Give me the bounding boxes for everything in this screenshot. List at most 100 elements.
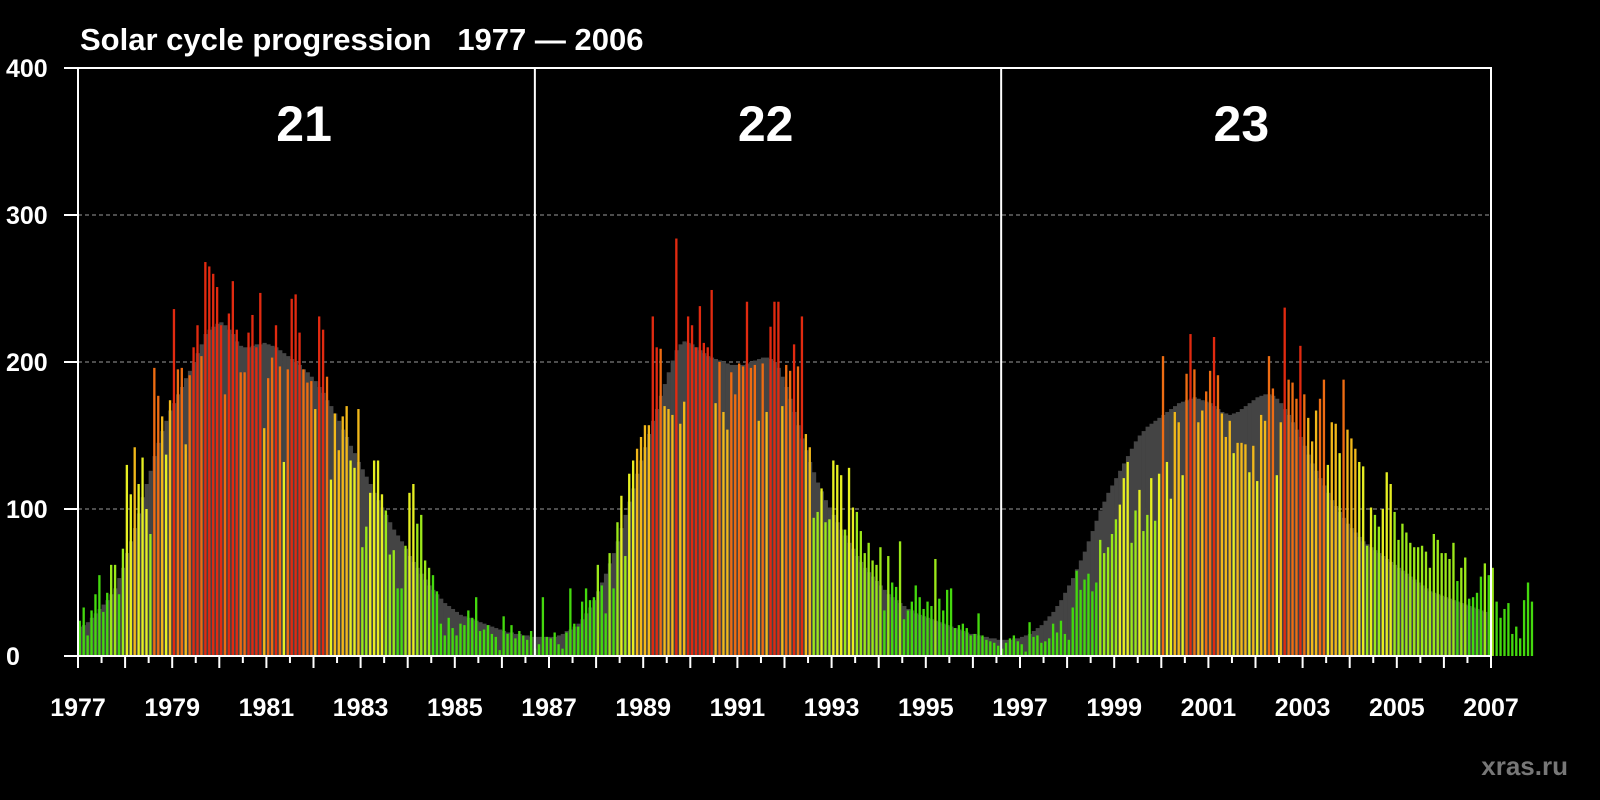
monthly-bar (506, 633, 509, 656)
monthly-bar (1208, 370, 1212, 656)
monthly-bar (1295, 398, 1298, 656)
monthly-bar (1189, 334, 1192, 656)
monthly-bar (840, 475, 843, 656)
monthly-bar (1413, 547, 1416, 656)
monthly-bar (1342, 379, 1345, 656)
monthly-bar (1126, 461, 1129, 656)
monthly-bar (934, 558, 937, 656)
monthly-bar (1330, 422, 1333, 656)
y-tick-label: 400 (6, 55, 48, 83)
monthly-bar (345, 406, 348, 656)
monthly-bar (294, 294, 297, 656)
monthly-bar (718, 362, 721, 656)
monthly-bar (247, 332, 250, 656)
monthly-bar (867, 542, 870, 656)
smoothed-bar (560, 633, 565, 656)
x-tick-label: 2003 (1275, 694, 1331, 722)
monthly-bar (1055, 632, 1059, 656)
monthly-bar (659, 348, 662, 656)
monthly-bar (157, 395, 160, 656)
monthly-bar (270, 357, 274, 656)
monthly-bar (969, 635, 972, 656)
monthly-bar (176, 369, 180, 656)
y-tick-label: 100 (6, 496, 48, 524)
monthly-bar (529, 631, 533, 656)
monthly-bar (1303, 394, 1306, 656)
monthly-bar (318, 316, 321, 656)
monthly-bar (1252, 445, 1255, 656)
x-tick-label: 1993 (804, 694, 860, 722)
monthly-bar (121, 548, 125, 656)
monthly-bar (1220, 413, 1224, 656)
monthly-bar (628, 473, 631, 656)
monthly-bar (761, 363, 764, 656)
monthly-bar (439, 623, 443, 656)
monthly-bar (1248, 472, 1251, 656)
monthly-bar (753, 364, 756, 656)
monthly-bar (773, 301, 776, 656)
monthly-bar (1059, 620, 1063, 656)
monthly-bar (1275, 475, 1279, 656)
monthly-bar (612, 588, 615, 656)
monthly-bar (698, 306, 702, 656)
monthly-bar (180, 367, 183, 656)
monthly-bar (1436, 539, 1439, 656)
monthly-bar (306, 382, 309, 656)
monthly-bar (408, 492, 411, 656)
monthly-bar (796, 366, 800, 656)
monthly-bar (486, 625, 490, 656)
monthly-bar (1409, 542, 1412, 656)
monthly-bar (1095, 582, 1098, 656)
monthly-bar (333, 413, 337, 656)
monthly-bar (1358, 461, 1361, 656)
monthly-bar (781, 406, 784, 656)
monthly-bar (526, 639, 529, 656)
smoothed-bar (1047, 616, 1052, 656)
monthly-bar (945, 589, 949, 656)
monthly-bar (263, 428, 266, 656)
monthly-bar (608, 553, 611, 656)
monthly-bar (588, 600, 592, 656)
monthly-bar (953, 628, 957, 656)
monthly-bar (1530, 601, 1534, 656)
monthly-bar (1326, 464, 1330, 656)
monthly-bar (125, 464, 129, 656)
monthly-bar (522, 635, 525, 656)
monthly-bar (302, 369, 305, 656)
monthly-bar (396, 588, 399, 656)
smoothed-bar (1000, 639, 1005, 656)
monthly-bar (243, 372, 246, 656)
monthly-bar (1416, 547, 1420, 656)
x-tick-label: 2005 (1369, 694, 1425, 722)
monthly-bar (208, 266, 211, 656)
monthly-bar (832, 460, 835, 656)
monthly-bar (1314, 410, 1318, 656)
monthly-bar (388, 554, 391, 656)
monthly-bar (863, 553, 866, 656)
monthly-bar (1377, 526, 1381, 656)
monthly-bar (1197, 422, 1200, 656)
monthly-bar (1134, 510, 1137, 656)
monthly-bar (1405, 532, 1408, 656)
monthly-bar (1467, 598, 1471, 656)
x-tick-label: 1999 (1086, 694, 1142, 722)
monthly-bar (266, 378, 270, 656)
monthly-bar (86, 635, 89, 656)
monthly-bar (1236, 442, 1239, 656)
monthly-bar (1244, 444, 1247, 656)
monthly-bar (584, 588, 588, 656)
smoothed-bar (1063, 592, 1068, 656)
monthly-bar (828, 519, 831, 656)
monthly-bar (286, 369, 289, 656)
monthly-bar (1483, 563, 1487, 656)
monthly-bar (1256, 481, 1259, 656)
monthly-bar (1177, 422, 1180, 656)
monthly-bar (883, 610, 886, 656)
monthly-bar (1424, 551, 1428, 656)
monthly-bar (82, 607, 85, 656)
monthly-bar (734, 394, 737, 656)
monthly-bar (467, 610, 470, 656)
monthly-bar (455, 635, 458, 656)
monthly-bar (1354, 448, 1357, 656)
monthly-bar (137, 484, 140, 656)
